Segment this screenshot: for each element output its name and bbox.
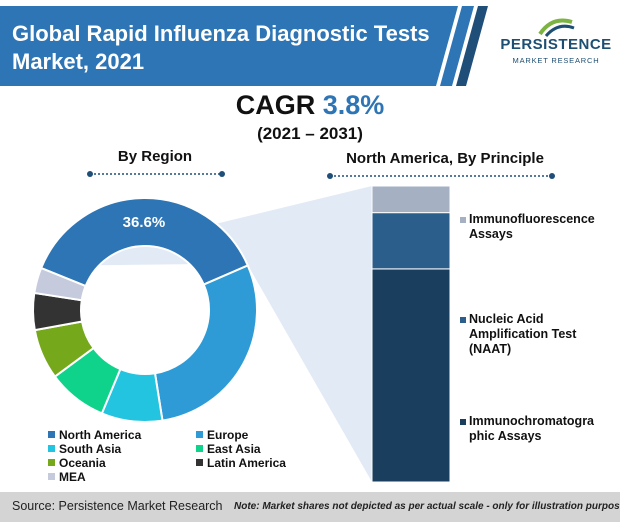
banner-main bbox=[0, 6, 458, 86]
legend-item-oceania: Oceania bbox=[48, 456, 106, 470]
source-text: Source: Persistence Market Research bbox=[12, 499, 223, 513]
logo-swoosh-icon bbox=[538, 18, 575, 38]
bar-label-swatch bbox=[460, 317, 466, 323]
legend-swatch bbox=[48, 473, 55, 480]
donut-to-bar-connector bbox=[42, 186, 373, 482]
footer: Source: Persistence Market Research Note… bbox=[0, 492, 620, 522]
legend-label: North America bbox=[59, 428, 142, 442]
legend-item-north-america: North America bbox=[48, 428, 141, 442]
persistence-logo: PERSISTENCE MARKET RESEARCH bbox=[498, 16, 614, 82]
bar-segment-immunofluorescence bbox=[371, 185, 451, 214]
bar-label-text: Immunochromatogra phic Assays bbox=[469, 414, 595, 443]
logo-name: PERSISTENCE bbox=[500, 36, 612, 53]
donut-data-label: 36.6% bbox=[123, 214, 166, 231]
cagr-years: (2021 – 2031) bbox=[257, 124, 363, 143]
cagr-value: 3.8% bbox=[322, 90, 385, 120]
cagr-label: CAGR bbox=[235, 90, 316, 120]
region-title-divider bbox=[87, 171, 225, 177]
banner-stripe-2 bbox=[456, 6, 488, 86]
chart-title: Global Rapid Influenza Diagnostic Tests … bbox=[12, 21, 430, 74]
bar-label-text: Nucleic Acid Amplification Test (NAAT) bbox=[469, 312, 577, 356]
legend-swatch bbox=[48, 459, 55, 466]
legend-swatch bbox=[196, 431, 203, 438]
legend-swatch bbox=[48, 445, 55, 452]
bar-label-text: Immunofluorescence Assays bbox=[469, 212, 595, 241]
legend-label: South Asia bbox=[59, 442, 122, 456]
legend-label: Latin America bbox=[207, 456, 286, 470]
chart-canvas: 36.6% bbox=[32, 185, 451, 483]
title-banner-shape bbox=[0, 6, 488, 86]
legend-item-latin-america: Latin America bbox=[196, 456, 286, 470]
legend-label: Oceania bbox=[59, 456, 106, 470]
legend-swatch bbox=[196, 445, 203, 452]
principle-chart-title: North America, By Principle bbox=[346, 150, 544, 167]
bar-label-naat: Nucleic Acid Amplification Test (NAAT) bbox=[460, 312, 610, 357]
bar-segment-immunochromatographic bbox=[371, 268, 451, 483]
donut-slice-north-america bbox=[39, 197, 250, 288]
legend-item-east-asia: East Asia bbox=[196, 442, 261, 456]
legend-item-europe: Europe bbox=[196, 428, 248, 442]
bar-label-immunochromatographic: Immunochromatogra phic Assays bbox=[460, 414, 610, 444]
legend-item-mea: MEA bbox=[48, 470, 86, 484]
principle-stacked-bar bbox=[371, 185, 451, 483]
legend-item-south-asia: South Asia bbox=[48, 442, 121, 456]
legend-label: East Asia bbox=[207, 442, 261, 456]
bar-label-swatch bbox=[460, 419, 466, 425]
bar-segment-naat bbox=[371, 212, 451, 270]
cagr-heading: CAGR 3.8% bbox=[0, 90, 620, 121]
bar-label-immunofluorescence: Immunofluorescence Assays bbox=[460, 212, 610, 242]
banner-stripe-1 bbox=[440, 6, 474, 86]
principle-title-divider bbox=[327, 173, 555, 179]
donut-slice-europe bbox=[153, 264, 258, 422]
legend-swatch bbox=[48, 431, 55, 438]
bar-label-swatch bbox=[460, 217, 466, 223]
legend-label: Europe bbox=[207, 428, 249, 442]
legend-label: MEA bbox=[59, 470, 86, 484]
region-chart-title: By Region bbox=[117, 148, 193, 165]
title-banner: Global Rapid Influenza Diagnostic Tests … bbox=[0, 0, 500, 96]
legend-swatch bbox=[196, 459, 203, 466]
donut-slice-mea bbox=[33, 266, 87, 302]
region-donut-chart bbox=[32, 197, 258, 423]
note-text: Note: Market shares not depicted as per … bbox=[234, 501, 620, 512]
logo-subtitle: MARKET RESEARCH bbox=[512, 56, 600, 65]
